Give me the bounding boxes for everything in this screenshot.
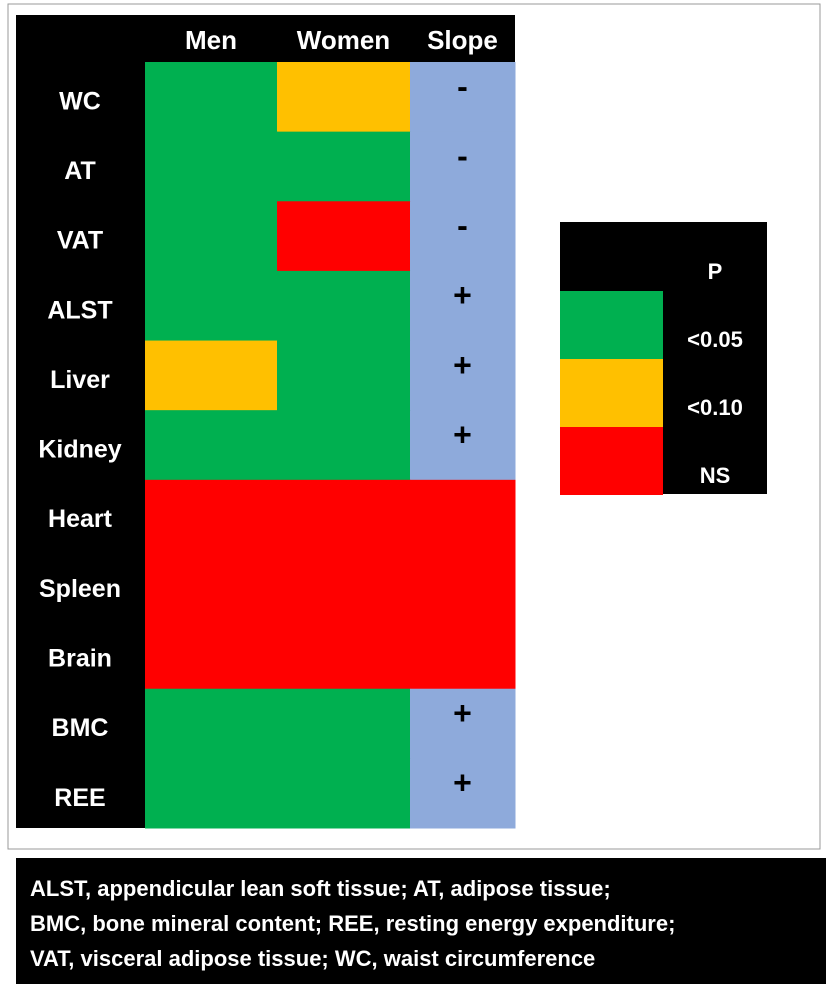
cell: [277, 131, 411, 202]
slope-sign: +: [453, 695, 472, 731]
legend-label: <0.10: [687, 395, 743, 420]
row-label: REE: [54, 784, 105, 812]
column-header: Slope: [427, 25, 498, 55]
cell: [277, 62, 411, 133]
cell: [277, 619, 411, 690]
cell: [145, 131, 278, 202]
cell: [145, 62, 278, 133]
cell: [145, 479, 278, 550]
row-label: BMC: [52, 714, 109, 742]
cell: [277, 688, 411, 759]
slope-sign: +: [453, 277, 472, 313]
cell: [145, 340, 278, 411]
cell: [277, 479, 411, 550]
row-label: WC: [59, 87, 101, 115]
cell: [410, 688, 516, 759]
slope-sign: +: [453, 347, 472, 383]
slope-sign: -: [457, 68, 468, 104]
footnote-line: ALST, appendicular lean soft tissue; AT,…: [30, 876, 611, 901]
cell: [145, 688, 278, 759]
cell: [145, 410, 278, 481]
legend-label: <0.05: [687, 327, 743, 352]
cell: [410, 201, 516, 272]
cell: [410, 619, 516, 690]
cell: [410, 549, 516, 620]
frame: [7, 3, 821, 850]
cell: [145, 549, 278, 620]
cell: [145, 758, 278, 829]
row-label: Kidney: [38, 436, 121, 464]
cell: [277, 410, 411, 481]
legend-label: NS: [700, 463, 731, 488]
cell: [277, 758, 411, 829]
cell: [410, 758, 516, 829]
row-label: Spleen: [39, 575, 121, 603]
legend-swatch: [560, 427, 663, 495]
slope-sign: -: [457, 138, 468, 174]
row-label: Brain: [48, 645, 112, 673]
cell: [145, 201, 278, 272]
legend-title: P: [708, 259, 723, 284]
cell: [410, 62, 516, 133]
row-label: Liver: [50, 366, 110, 394]
column-header: Women: [297, 25, 390, 55]
footnote-line: BMC, bone mineral content; REE, resting …: [30, 911, 675, 936]
row-label: ALST: [47, 296, 112, 324]
cell: [410, 479, 516, 550]
legend-swatch: [560, 291, 663, 359]
cell: [410, 131, 516, 202]
slope-sign: +: [453, 416, 472, 452]
cell: [145, 619, 278, 690]
cell: [410, 410, 516, 481]
cell: [277, 549, 411, 620]
cell: [277, 340, 411, 411]
cell: [145, 270, 278, 342]
row-label: VAT: [57, 227, 103, 255]
row-label: AT: [64, 157, 95, 185]
footnote-panel: [16, 858, 826, 984]
slope-sign: +: [453, 765, 472, 801]
legend-swatch: [560, 359, 663, 427]
cell: [410, 270, 516, 342]
cell: [277, 270, 411, 342]
cell: [410, 340, 516, 411]
slope-sign: -: [457, 208, 468, 244]
footnote-line: VAT, visceral adipose tissue; WC, waist …: [30, 946, 595, 971]
row-label: Heart: [48, 505, 113, 533]
column-header: Men: [185, 25, 237, 55]
cell: [277, 201, 411, 272]
